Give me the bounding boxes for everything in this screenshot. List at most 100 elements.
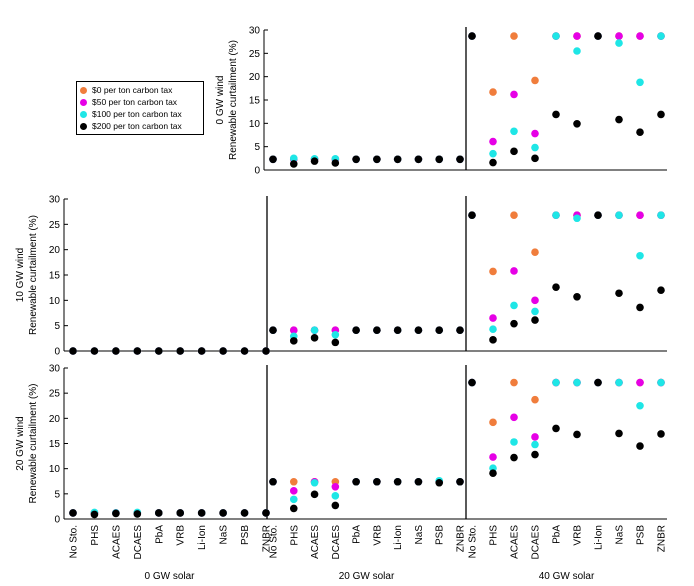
data-point — [69, 347, 77, 355]
data-point — [636, 251, 644, 260]
data-point — [615, 32, 623, 40]
data-point — [489, 336, 497, 344]
data-point — [657, 211, 665, 220]
data-point — [531, 143, 539, 152]
data-point — [531, 154, 539, 163]
data-point — [489, 469, 497, 477]
data-point — [510, 127, 518, 136]
data-point — [573, 430, 581, 439]
data-point — [531, 248, 539, 256]
data-point — [289, 495, 298, 504]
data-point — [393, 477, 402, 486]
x-tick-label: PHS — [289, 525, 300, 546]
x-tick-label: ZNBR — [262, 525, 273, 552]
data-point — [573, 292, 581, 301]
x-tick-label: VRB — [176, 525, 187, 546]
y-tick-label: 20 — [49, 414, 61, 425]
data-point — [69, 509, 77, 517]
data-point — [269, 155, 277, 164]
data-point — [373, 326, 381, 335]
x-tick-label: PbA — [552, 525, 563, 544]
data-point — [289, 154, 298, 163]
data-point — [531, 395, 539, 404]
y-tick-label: 10 — [49, 464, 61, 475]
legend-entry: $100 per ton carbon tax — [80, 108, 200, 120]
row-label: 10 GW wind — [15, 248, 26, 302]
legend-marker — [80, 122, 87, 130]
data-point — [573, 378, 581, 387]
y-tick-label: 15 — [49, 439, 61, 450]
legend-entry: $50 per ton carbon tax — [80, 96, 200, 108]
data-point — [456, 477, 464, 486]
data-point — [310, 326, 319, 335]
x-tick-label: No Sto. — [468, 525, 479, 558]
data-point — [594, 211, 602, 220]
data-point — [310, 334, 319, 342]
data-point — [531, 450, 539, 459]
data-point — [435, 155, 444, 164]
x-tick-label: DCAES — [331, 525, 342, 560]
data-point — [468, 32, 476, 40]
x-tick-label: NaS — [414, 525, 425, 545]
legend-label: $200 per ton carbon tax — [92, 121, 182, 131]
x-tick-label: Li-Ion — [197, 525, 208, 550]
x-tick-label: NaS — [219, 525, 230, 545]
y-axis-label: Renewable curtailment (%) — [28, 215, 39, 335]
data-point — [510, 90, 518, 99]
data-point — [154, 347, 163, 355]
x-tick-label: VRB — [573, 525, 584, 546]
data-point — [352, 155, 360, 164]
data-point — [552, 110, 560, 119]
data-point — [289, 337, 298, 345]
data-point — [331, 482, 340, 491]
y-tick-label: 15 — [249, 96, 261, 107]
data-point — [510, 267, 518, 275]
data-point — [510, 319, 518, 328]
data-point — [197, 347, 206, 355]
data-point — [197, 509, 206, 517]
data-point — [552, 283, 560, 291]
y-tick-label: 5 — [254, 142, 260, 153]
data-point — [435, 326, 444, 335]
x-tick-label: PHS — [489, 525, 500, 546]
data-point — [615, 39, 623, 47]
data-point — [310, 490, 319, 499]
y-tick-label: 25 — [49, 389, 61, 400]
data-point — [615, 378, 623, 387]
data-point — [636, 78, 644, 87]
data-point — [636, 303, 644, 312]
data-point — [331, 330, 340, 339]
data-point — [219, 347, 227, 355]
x-tick-label: ZNBR — [456, 525, 467, 552]
data-point — [615, 429, 623, 438]
legend-entry: $200 per ton carbon tax — [80, 120, 200, 132]
legend-marker — [80, 98, 87, 106]
data-point — [615, 115, 623, 124]
data-point — [435, 478, 444, 487]
x-tick-label: DCAES — [531, 525, 542, 560]
data-point — [615, 289, 623, 298]
data-point — [636, 442, 644, 450]
column-label: 0 GW solar — [144, 571, 195, 582]
data-point — [657, 430, 665, 438]
data-point — [154, 509, 163, 517]
data-point — [531, 307, 539, 316]
data-point — [331, 338, 340, 347]
data-point — [489, 314, 497, 322]
data-point — [594, 32, 602, 40]
y-tick-label: 0 — [54, 515, 60, 526]
y-tick-label: 15 — [49, 271, 61, 282]
data-point — [510, 32, 518, 40]
y-tick-label: 20 — [49, 245, 61, 256]
data-point — [531, 440, 539, 449]
x-tick-label: Li-Ion — [594, 525, 605, 550]
data-point — [289, 504, 298, 513]
data-point — [90, 347, 99, 355]
y-tick-label: 0 — [54, 347, 60, 358]
x-tick-label: Li-Ion — [393, 525, 404, 550]
x-tick-label: PHS — [90, 525, 101, 546]
x-tick-label: PbA — [352, 525, 363, 544]
data-point — [573, 32, 581, 40]
data-point — [636, 378, 644, 387]
legend-entry: $0 per ton carbon tax — [80, 84, 200, 96]
